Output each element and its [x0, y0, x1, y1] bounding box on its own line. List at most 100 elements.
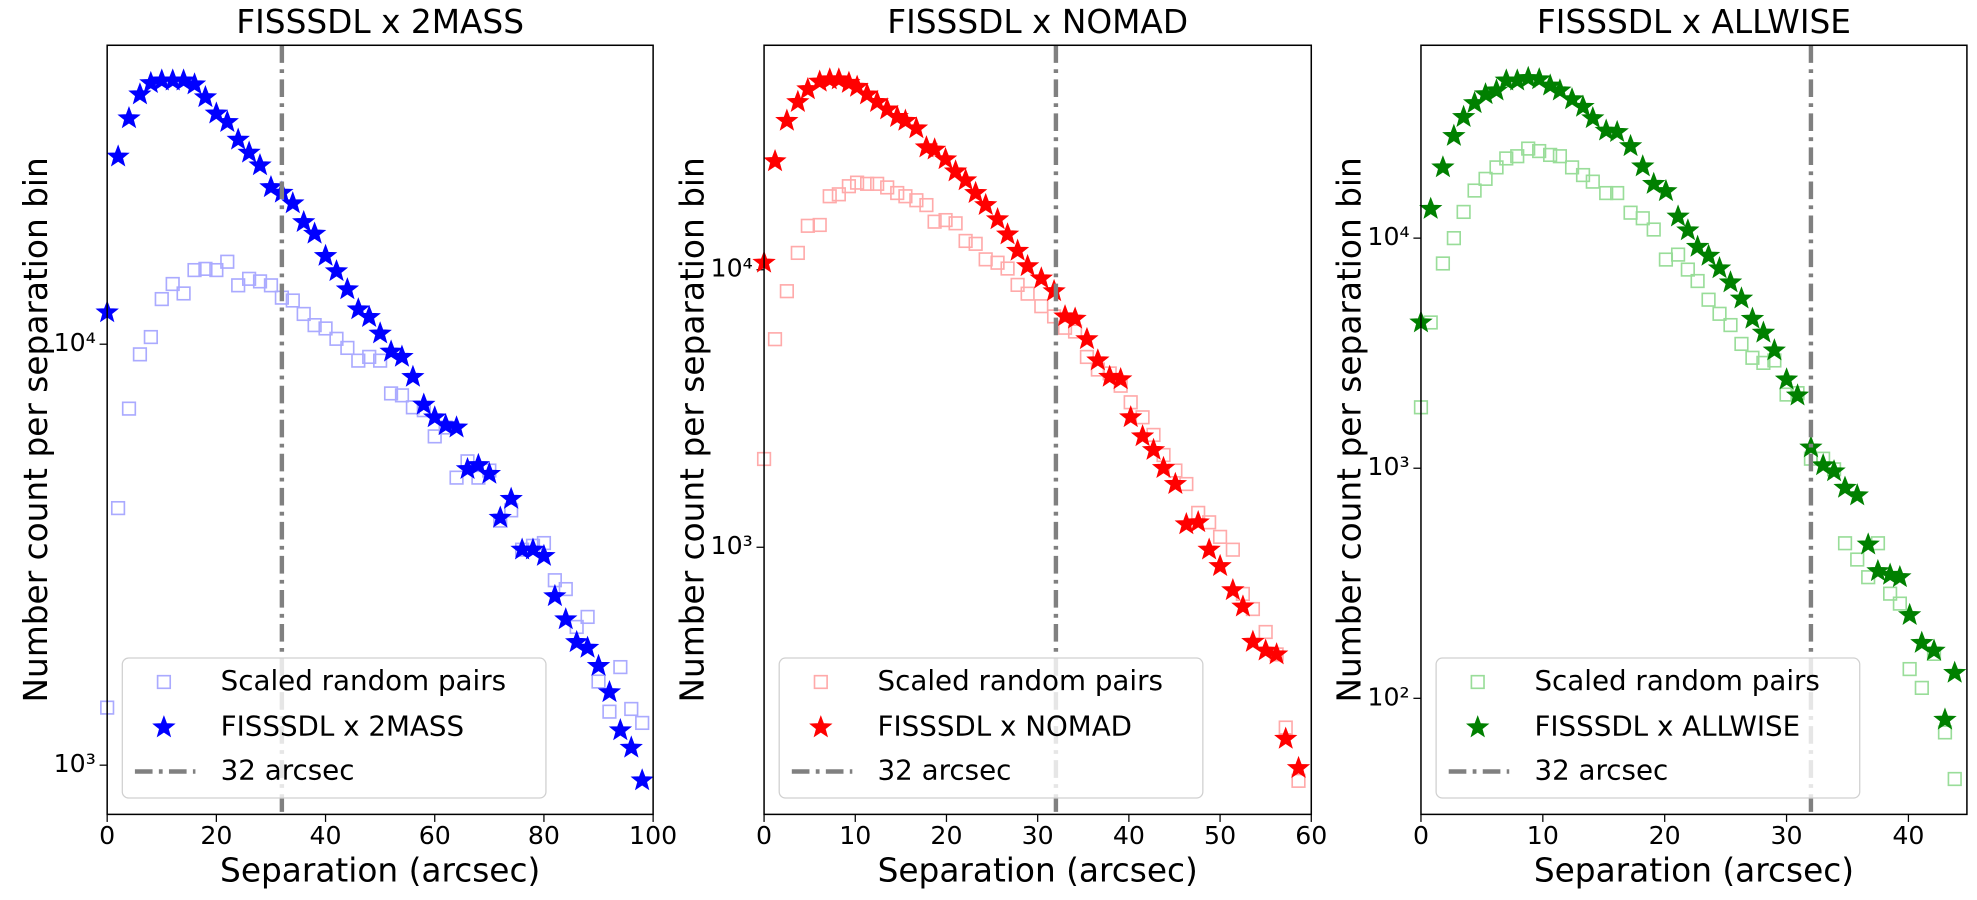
square-marker	[849, 175, 865, 190]
star-marker	[532, 543, 556, 566]
square-marker	[252, 274, 268, 289]
square-marker	[919, 197, 934, 213]
star-marker	[1845, 483, 1869, 506]
star-marker	[499, 486, 523, 509]
x-tick-label: 20	[1649, 821, 1681, 850]
square-marker	[767, 332, 783, 347]
x-axis-label: Separation (arcsec)	[220, 851, 540, 889]
star-marker	[466, 452, 491, 476]
star-marker	[444, 415, 469, 438]
star-marker	[1163, 471, 1188, 494]
legend-label: FISSSDL x NOMAD	[878, 709, 1132, 742]
star-marker	[1016, 253, 1040, 277]
square-marker	[958, 233, 973, 249]
square-marker	[898, 189, 913, 204]
star-marker	[1286, 755, 1311, 779]
square-marker	[909, 193, 924, 208]
star-marker	[1221, 577, 1245, 601]
star-marker	[1811, 453, 1835, 476]
x-tick-label: 10	[839, 821, 871, 850]
star-marker	[1762, 338, 1786, 361]
star-marker	[1594, 118, 1618, 141]
square-marker	[1658, 252, 1674, 267]
x-tick-label: 60	[1295, 821, 1327, 850]
x-tick-label: 80	[528, 821, 560, 850]
star-marker	[346, 297, 370, 320]
square-marker	[1585, 174, 1600, 189]
square-marker	[449, 470, 464, 485]
square-marker	[870, 176, 885, 191]
x-axis-label: Separation (arcsec)	[878, 851, 1198, 889]
x-tick-label: 0	[756, 821, 772, 850]
chart-title: FISSSDL x ALLWISE	[1537, 3, 1851, 41]
square-marker	[351, 353, 366, 368]
square-marker	[329, 331, 344, 346]
x-tick-label: 40	[1892, 821, 1924, 850]
star-marker	[390, 344, 414, 367]
legend-box	[121, 657, 547, 799]
star-marker	[586, 653, 611, 676]
square-marker	[1914, 680, 1929, 696]
star-marker	[1888, 564, 1912, 588]
star-marker	[1005, 238, 1030, 261]
star-marker	[1631, 154, 1655, 177]
square-marker	[1756, 355, 1771, 370]
star-marker	[1654, 178, 1678, 202]
square-marker	[779, 284, 794, 299]
square-marker	[165, 276, 180, 292]
square-marker	[1258, 624, 1273, 640]
star-marker	[1075, 326, 1099, 350]
x-tick-label: 30	[1022, 821, 1054, 850]
square-marker	[285, 293, 300, 308]
star-marker	[1208, 553, 1232, 577]
star-marker	[237, 140, 261, 163]
square-marker	[1135, 410, 1150, 425]
star-marker	[953, 168, 978, 191]
star-marker	[1548, 78, 1572, 101]
star-marker	[1833, 475, 1857, 498]
square-marker	[1067, 324, 1083, 339]
star-marker	[1707, 256, 1732, 279]
star-marker	[128, 82, 152, 105]
square-marker	[1212, 529, 1228, 544]
square-marker	[1680, 262, 1695, 277]
square-marker	[394, 388, 410, 403]
square-marker	[362, 349, 377, 365]
x-axis-label: Separation (arcsec)	[1534, 851, 1854, 889]
square-marker	[154, 291, 169, 307]
square-marker	[613, 659, 628, 675]
square-marker	[427, 429, 442, 444]
chart-title: FISSSDL x 2MASS	[236, 3, 524, 41]
square-marker	[1034, 299, 1049, 314]
star-marker	[922, 137, 947, 160]
square-marker	[1892, 596, 1908, 611]
square-marker	[143, 329, 158, 345]
axes-frame	[763, 44, 1313, 816]
square-marker	[340, 340, 355, 356]
star-marker	[565, 629, 589, 653]
star-marker	[1151, 455, 1176, 478]
square-marker	[1902, 661, 1917, 677]
star-marker	[303, 221, 327, 244]
square-marker	[1510, 149, 1525, 164]
star-marker	[1254, 638, 1278, 661]
star-marker	[1109, 367, 1133, 390]
x-tick-label: 40	[310, 821, 342, 850]
x-tick-label: 40	[1113, 821, 1145, 850]
star-marker	[543, 583, 567, 607]
star-marker	[1866, 558, 1890, 582]
y-tick-label: 10²	[1367, 682, 1409, 711]
square-marker	[263, 278, 279, 293]
square-marker	[890, 185, 905, 201]
x-tick-label: 30	[1771, 821, 1803, 850]
square-marker	[1020, 286, 1035, 301]
star-marker	[1718, 270, 1743, 293]
star-marker	[1119, 405, 1143, 428]
y-tick-label: 10⁴	[1367, 222, 1409, 251]
star-marker	[775, 108, 799, 131]
x-tick-label: 60	[419, 821, 451, 850]
square-marker	[624, 701, 639, 717]
star-marker	[324, 259, 349, 282]
star-marker	[1933, 707, 1957, 730]
y-axis-label: Number count per separation bin	[17, 157, 55, 702]
